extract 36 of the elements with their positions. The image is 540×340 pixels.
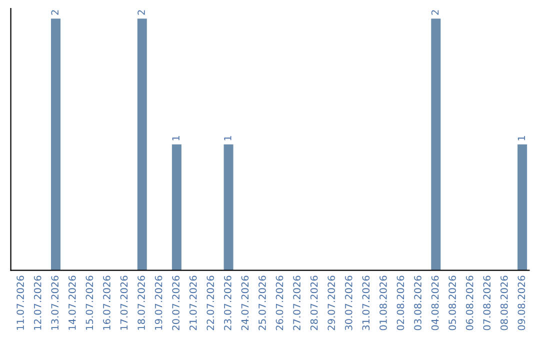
x-tick-label: 23.07.2026 [224,276,232,330]
x-tick-label: 11.07.2026 [16,276,24,330]
x-tick-label: 20.07.2026 [172,276,180,330]
x-tick-label: 14.07.2026 [68,276,76,330]
x-tick-label: 30.07.2026 [344,276,352,330]
data-label: 1 [518,136,525,140]
x-tick-label: 18.07.2026 [138,276,145,330]
x-tick-label: 12.07.2026 [34,276,42,330]
x-tick-label: 06.08.2026 [466,276,474,330]
x-tick-label: 21.07.2026 [189,276,197,330]
data-label: 2 [431,10,439,15]
x-tick-label: 27.07.2026 [293,276,300,330]
x-tick-label: 03.08.2026 [414,276,422,330]
data-label: 2 [51,10,58,15]
x-tick-label: 31.07.2026 [362,276,370,330]
x-tick-label: 29.07.2026 [328,276,336,330]
x-tick-label: 04.08.2026 [431,276,439,330]
x-tick-label: 07.08.2026 [483,276,491,330]
x-tick-label: 16.07.2026 [103,276,110,330]
data-label: 2 [138,10,145,15]
x-tick-label: 19.07.2026 [154,276,162,330]
x-tick-label: 01.08.2026 [380,276,387,330]
x-tick-label: 05.08.2026 [448,276,456,330]
x-tick-label: 26.07.2026 [276,276,284,330]
data-label: 1 [224,136,232,140]
data-label: 1 [172,136,180,140]
x-tick-label: 08.08.2026 [500,276,508,330]
x-tick-label: 15.07.2026 [86,276,94,330]
x-tick-label: 22.07.2026 [206,276,214,330]
x-tick-label: 25.07.2026 [258,276,266,330]
x-tick-label: 09.08.2026 [518,276,526,330]
x-tick-label: 28.07.2026 [310,276,318,330]
x-tick-label: 17.07.2026 [120,276,128,330]
x-tick-label: 13.07.2026 [51,276,59,330]
x-tick-label: 24.07.2026 [241,276,249,330]
x-tick-label: 02.08.2026 [396,276,404,330]
